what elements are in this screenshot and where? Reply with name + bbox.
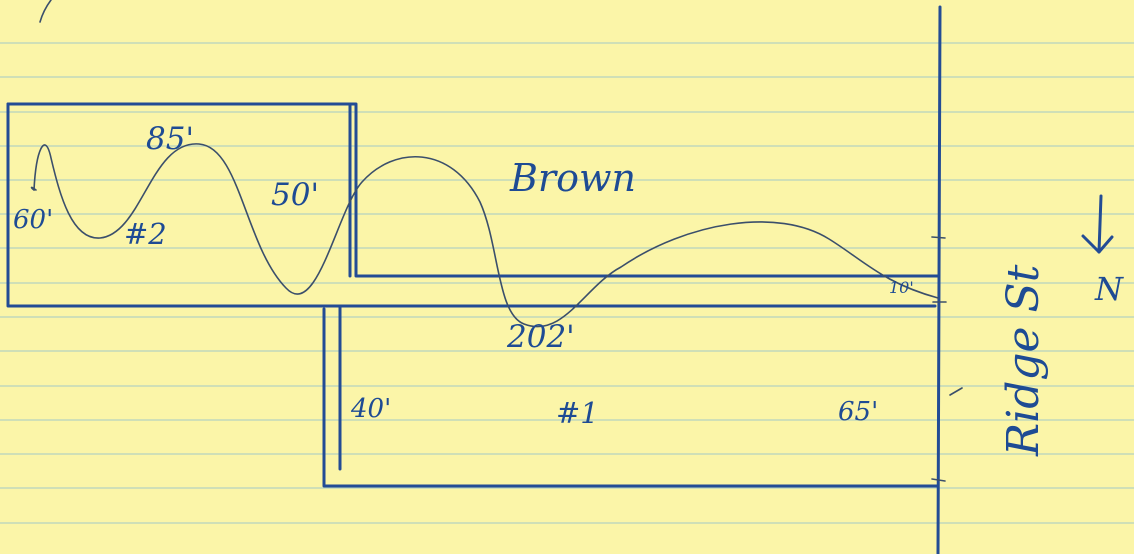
top-dimension-label: 85' [146,121,194,157]
street-line [936,5,942,554]
north-arrow [1081,194,1114,254]
partial-top-pen-mark [39,0,52,23]
wave-start-mark [30,186,37,191]
lower-left-dimension-label: 40' [350,394,391,424]
street-label: Ridge St [998,264,1049,457]
lot-two-boundary [6,102,940,471]
small-dimension-label: 10' [889,278,914,297]
lower-right-dimension-label: 65' [838,397,878,427]
north-label: N [1094,270,1124,308]
left-dimension-label: 60' [13,205,53,235]
lot-two-label: #2 [124,217,167,251]
street-tick-marks [931,236,963,482]
lot-one-boundary [322,304,939,488]
bottom-dimension-label: 202' [506,319,575,355]
middle-dimension-label: 50' [271,177,319,213]
lot-one-label: #1 [556,396,599,430]
owner-label: Brown [509,156,636,200]
wavy-boundary-line [33,143,939,328]
notebook-rules [0,42,1134,524]
